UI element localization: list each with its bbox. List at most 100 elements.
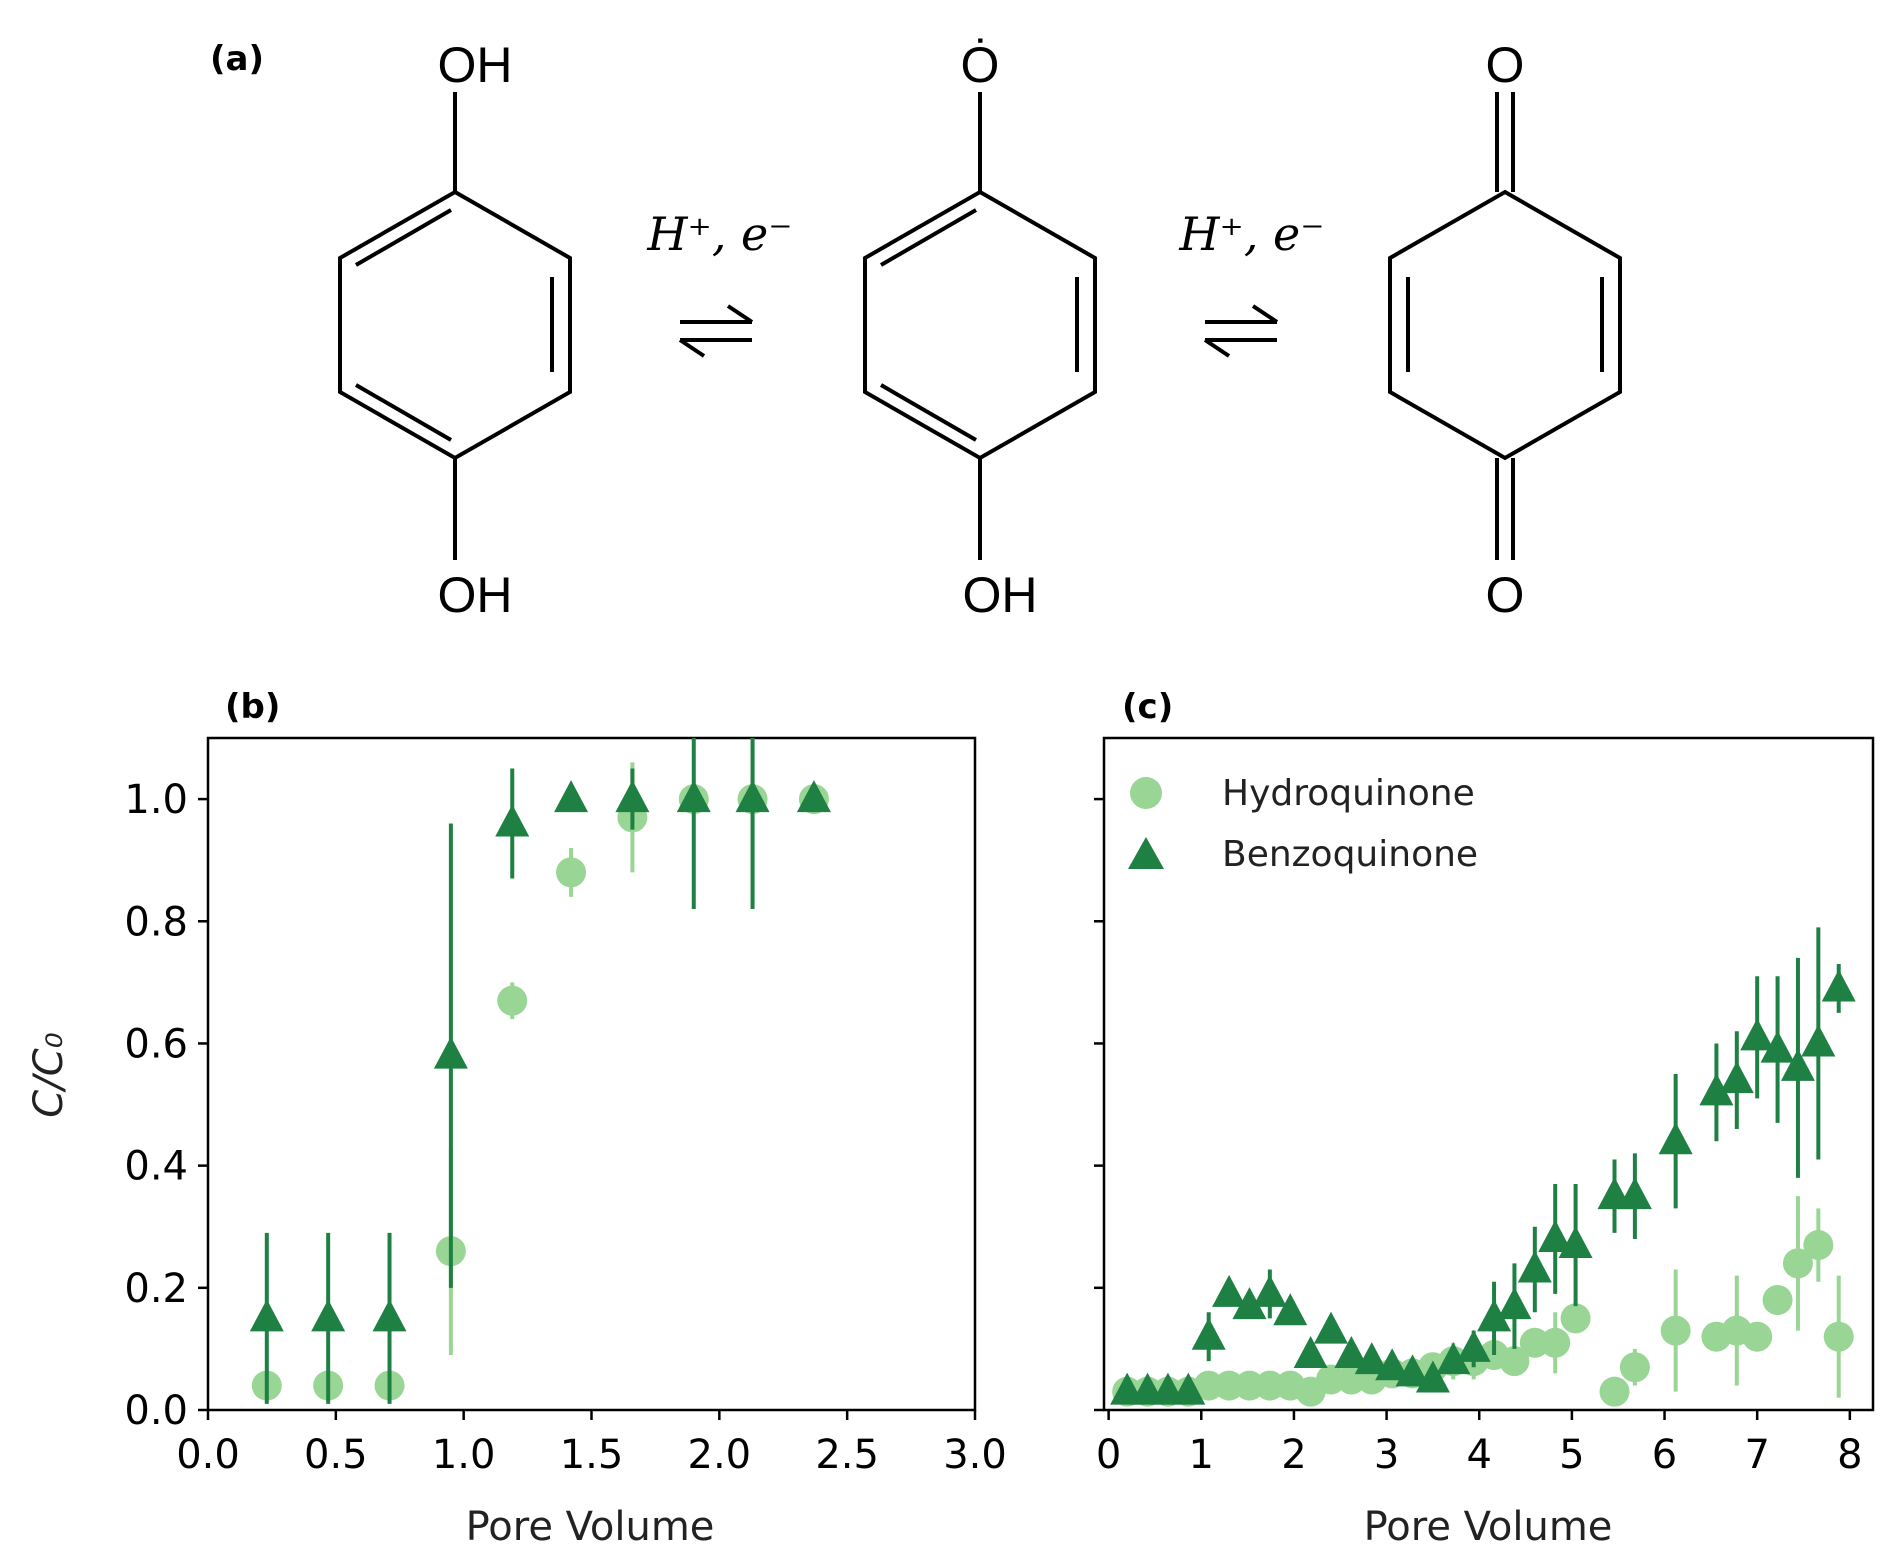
- panel-b-label: (b): [225, 687, 280, 727]
- legend-benzoquinone-label: Benzoquinone: [1222, 834, 1478, 875]
- data-point-circle: [1762, 1285, 1793, 1316]
- data-point-triangle: [1273, 1293, 1308, 1326]
- data-point-circle: [497, 985, 528, 1016]
- data-point-triangle: [495, 804, 530, 837]
- legend-benzoquinone-marker: [1128, 837, 1164, 869]
- data-point-triangle: [1415, 1360, 1450, 1393]
- data-point-triangle: [554, 780, 589, 813]
- x-tick-label: 2.0: [688, 1432, 752, 1478]
- equilibrium-arrows-icon: [1203, 304, 1279, 358]
- data-point-circle: [1619, 1352, 1650, 1383]
- benzoquinone-top-group: O: [1486, 37, 1525, 93]
- data-point-triangle: [735, 780, 770, 813]
- panel-b-x-ticks: 0.0 0.5 1.0 1.5 2.0 2.5 3.0: [176, 1410, 1007, 1478]
- data-point-triangle: [433, 1036, 468, 1069]
- equilibrium-arrow-1: H⁺, e⁻: [646, 207, 793, 358]
- semiquinone-structure: Ȯ OH: [863, 37, 1097, 623]
- data-point-circle: [1660, 1315, 1691, 1346]
- data-point-triangle: [1658, 1122, 1693, 1155]
- data-point-triangle: [1538, 1219, 1573, 1252]
- x-tick-label: 3.0: [943, 1432, 1007, 1478]
- data-point-triangle: [1395, 1354, 1430, 1387]
- x-tick-label: 1.0: [432, 1432, 496, 1478]
- x-tick-label: 5: [1559, 1432, 1584, 1478]
- data-point-triangle: [311, 1299, 346, 1332]
- hydroquinone-structure: OH OH: [338, 37, 572, 623]
- x-tick-label: 0.5: [304, 1432, 368, 1478]
- data-point-triangle: [1477, 1299, 1512, 1332]
- data-point-triangle: [1760, 1030, 1795, 1063]
- x-tick-label: 7: [1744, 1432, 1769, 1478]
- y-tick-label: 0.0: [124, 1388, 188, 1434]
- benzoquinone-ring: [1388, 92, 1622, 560]
- x-tick-label: 2: [1281, 1432, 1306, 1478]
- data-point-circle: [1782, 1248, 1813, 1279]
- panel-a-label: (a): [210, 39, 264, 79]
- y-axis-title-text: C/C₀: [26, 1032, 72, 1117]
- data-point-triangle: [1821, 969, 1856, 1002]
- equilibrium-arrow-2: H⁺, e⁻: [1178, 207, 1325, 358]
- data-point-circle: [1560, 1303, 1591, 1334]
- data-point-triangle: [1313, 1311, 1348, 1344]
- hydroquinone-bottom-group: OH: [438, 567, 513, 623]
- data-point-triangle: [1334, 1336, 1369, 1369]
- data-point-triangle: [1354, 1342, 1389, 1375]
- data-point-triangle: [1558, 1226, 1593, 1259]
- data-point-circle: [1499, 1346, 1530, 1377]
- x-tick-label: 0: [1096, 1432, 1121, 1478]
- panel-c-y-ticks: [1094, 797, 1104, 1412]
- legend-hydroquinone-marker: [1130, 777, 1162, 809]
- data-point-triangle: [676, 780, 711, 813]
- x-tick-label: 1: [1189, 1432, 1214, 1478]
- y-tick-label: 0.2: [124, 1266, 188, 1312]
- data-point-triangle: [796, 780, 831, 813]
- semiquinone-ring: [863, 92, 1097, 560]
- series-benzoquinone: [249, 738, 831, 1404]
- legend: Hydroquinone Benzoquinone: [1128, 773, 1478, 875]
- x-tick-label: 6: [1652, 1432, 1677, 1478]
- x-tick-label: 4: [1467, 1432, 1492, 1478]
- hydroquinone-ring: [338, 92, 572, 560]
- data-point-triangle: [1719, 1061, 1754, 1094]
- panel-c-x-axis-title: Pore Volume: [1364, 1504, 1613, 1550]
- series-benzoquinone: [1110, 927, 1856, 1405]
- x-tick-label: 2.5: [815, 1432, 879, 1478]
- data-point-circle: [1803, 1230, 1834, 1261]
- y-tick-label: 0.6: [124, 1021, 188, 1067]
- equilibrium-arrows-icon: [678, 304, 754, 358]
- x-tick-label: 1.5: [560, 1432, 624, 1478]
- y-tick-label: 0.8: [124, 899, 188, 945]
- data-point-circle: [1742, 1321, 1773, 1352]
- panel-c-chart: (c) 0 1 2 3 4 5 6 7 8 Pore Volume Hydroquinone B…: [1094, 687, 1875, 1550]
- data-point-triangle: [1293, 1336, 1328, 1369]
- series-hydroquinone: [251, 738, 829, 1401]
- data-point-triangle: [1232, 1287, 1267, 1320]
- reaction-scheme: (a) OH OH H⁺, e⁻: [210, 37, 1622, 623]
- data-point-triangle: [1436, 1342, 1471, 1375]
- data-point-triangle: [1497, 1287, 1532, 1320]
- data-point-triangle: [1212, 1274, 1247, 1307]
- benzoquinone-structure: O O: [1388, 37, 1622, 623]
- panel-b-y-ticks: 0.0 0.2 0.4 0.6 0.8 1.0: [124, 777, 208, 1434]
- data-point-triangle: [615, 780, 650, 813]
- x-tick-label: 0.0: [176, 1432, 240, 1478]
- data-point-circle: [1823, 1321, 1854, 1352]
- data-point-triangle: [1517, 1250, 1552, 1283]
- data-point-triangle: [1456, 1329, 1491, 1362]
- data-point-triangle: [1252, 1274, 1287, 1307]
- hydroquinone-top-group: OH: [438, 37, 513, 93]
- x-tick-label: 3: [1374, 1432, 1399, 1478]
- equilibrium-1-conditions: H⁺, e⁻: [646, 207, 792, 261]
- data-point-triangle: [249, 1299, 284, 1332]
- panel-b-plot-area: [206, 736, 977, 1412]
- data-point-triangle: [1801, 1024, 1836, 1057]
- benzoquinone-bottom-group: O: [1486, 567, 1525, 623]
- data-point-triangle: [1375, 1348, 1410, 1381]
- semiquinone-top-group: Ȯ: [961, 37, 1000, 93]
- panel-c-x-ticks: 0 1 2 3 4 5 6 7 8: [1096, 1410, 1863, 1478]
- x-tick-label: 8: [1837, 1432, 1862, 1478]
- data-point-triangle: [1780, 1048, 1815, 1081]
- panel-b-y-axis-title: C/C₀: [26, 1032, 72, 1117]
- data-point-triangle: [1617, 1177, 1652, 1210]
